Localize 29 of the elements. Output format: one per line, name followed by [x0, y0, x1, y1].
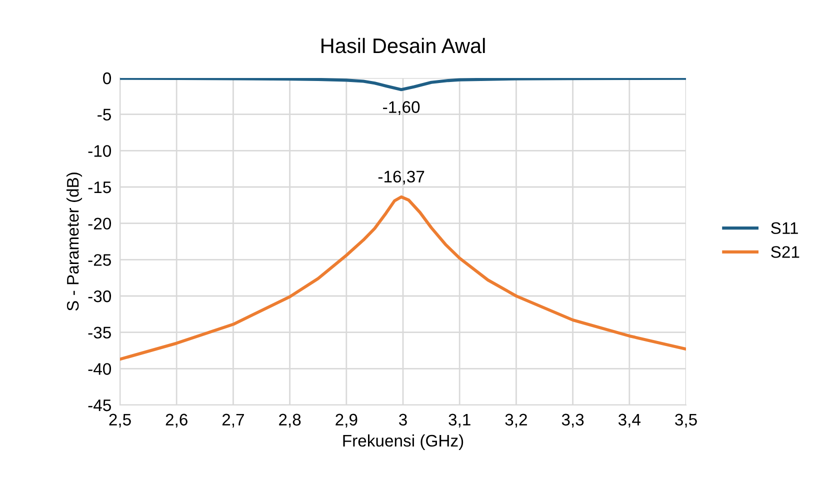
y-tick-label: -5: [98, 108, 111, 121]
x-axis-title: Frekuensi (GHz): [343, 434, 464, 450]
y-axis-title: S - Parameter (dB): [66, 172, 82, 311]
y-tick-label: -45: [88, 400, 111, 412]
x-tick-label: 2,6: [166, 414, 188, 428]
x-tick-label: 3,3: [562, 414, 584, 428]
data-label: -1,60: [383, 101, 420, 115]
legend-label: S21: [771, 246, 800, 258]
y-tick-label: -35: [88, 326, 111, 339]
y-tick-label: -15: [88, 182, 111, 194]
y-tick-label: -25: [88, 254, 111, 266]
y-tick-label: -40: [88, 363, 112, 375]
x-tick-label: 3,1: [448, 414, 470, 428]
x-tick-label: 3,4: [618, 414, 640, 428]
y-tick-label: -10: [88, 145, 112, 157]
x-tick-label: 3,5: [675, 414, 697, 428]
chart-title: Hasil Desain Awal: [322, 38, 485, 54]
x-tick-label: 2,5: [109, 414, 131, 428]
data-label: -16,37: [378, 170, 424, 185]
y-tick-label: -20: [88, 218, 112, 230]
y-tick-label: -30: [88, 290, 112, 302]
line-series: [120, 195, 686, 361]
x-tick-label: 2,9: [336, 414, 358, 428]
x-tick-label: 3,2: [505, 414, 527, 428]
y-tick-label: 0: [103, 72, 112, 84]
x-tick-label: 3: [399, 414, 407, 426]
legend-label: S11: [771, 222, 798, 234]
x-tick-label: 2,7: [222, 414, 244, 428]
x-tick-label: 2,8: [279, 414, 301, 428]
